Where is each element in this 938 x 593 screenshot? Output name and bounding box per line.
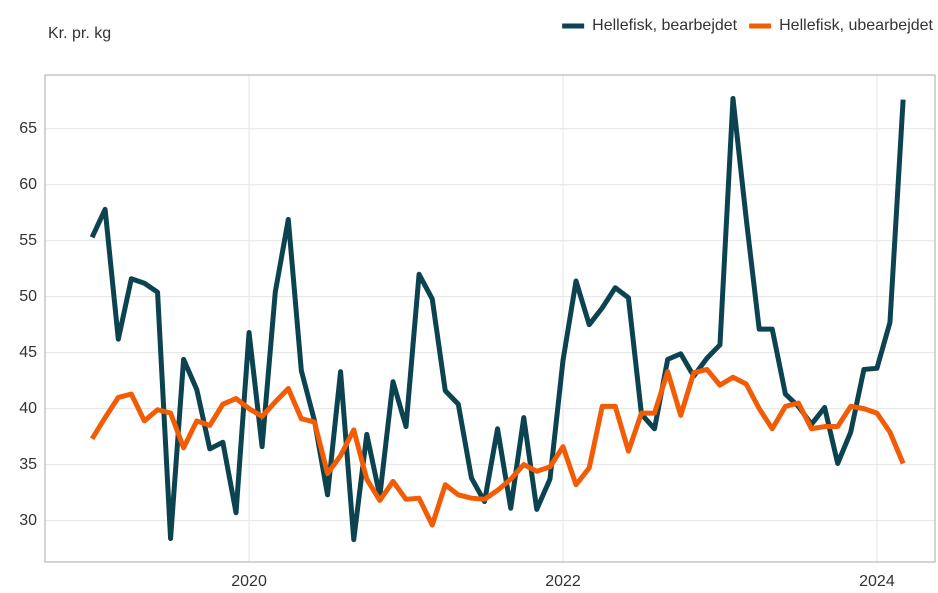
y-axis-label: Kr. pr. kg xyxy=(48,25,111,42)
y-tick-label: 30 xyxy=(19,512,37,529)
y-tick-label: 45 xyxy=(19,344,37,361)
y-tick-label: 65 xyxy=(19,120,37,137)
x-tick-label: 2022 xyxy=(545,573,581,590)
line-series xyxy=(89,366,906,528)
y-tick-label: 55 xyxy=(19,232,37,249)
x-tick-label: 2024 xyxy=(859,573,895,590)
y-tick-label: 50 xyxy=(19,288,37,305)
line-series xyxy=(89,96,906,543)
y-tick-label: 35 xyxy=(19,456,37,473)
y-tick-label: 40 xyxy=(19,400,37,417)
y-tick-label: 60 xyxy=(19,176,37,193)
legend-label: Hellefisk, ubearbejdet xyxy=(779,17,933,34)
x-tick-label: 2020 xyxy=(231,573,267,590)
plot-border xyxy=(44,74,936,563)
legend-label: Hellefisk, bearbejdet xyxy=(592,17,738,34)
